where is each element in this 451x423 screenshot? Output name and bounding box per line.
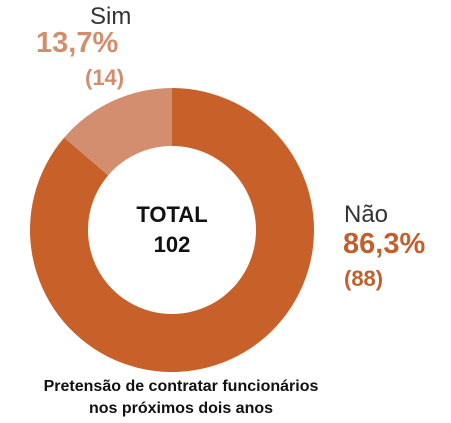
chart-caption: Pretensão de contratar funcionários nos … [0,376,362,420]
slice-label-sim-percent: 13,7% [36,27,118,59]
slice-label-sim-count: (14) [85,65,124,90]
center-total-title: TOTAL [136,202,207,227]
chart-caption-line2: nos próximos dois anos [88,400,274,417]
slice-nao [29,88,314,372]
slice-label-nao-percent: 86,3% [343,228,425,260]
center-total-value: 102 [154,232,191,257]
chart-caption-line1: Pretensão de contratar funcionários [43,378,319,395]
slice-label-sim-name: Sim [90,3,131,30]
slice-label-nao-count: (88) [344,266,383,291]
donut-slices [29,88,314,372]
slice-sim [64,88,172,176]
slice-label-nao-name: Não [344,201,388,228]
